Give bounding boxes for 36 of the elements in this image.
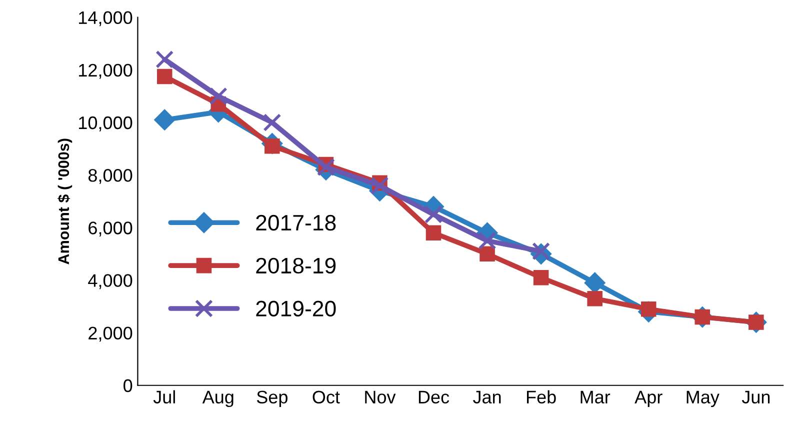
x-tick-label: Sep xyxy=(256,390,288,408)
point xyxy=(263,113,282,132)
x-tick-label: Apr xyxy=(634,390,662,408)
y-tick-label: 6,000 xyxy=(88,222,132,236)
x-tick-label: Jul xyxy=(153,390,175,404)
point xyxy=(154,109,176,130)
legend-label: 2019-20 xyxy=(256,300,336,316)
x-tick-label: Nov xyxy=(365,390,396,404)
point xyxy=(316,158,335,176)
x-tick-label: May xyxy=(686,390,720,408)
point xyxy=(480,246,495,262)
y-tick-label: 2,000 xyxy=(88,326,132,342)
x-tick-label: Dec xyxy=(418,390,450,404)
point xyxy=(156,50,174,68)
x-tick-label: Jan xyxy=(473,390,501,404)
point xyxy=(426,225,442,241)
x-tick-label: Feb xyxy=(526,390,556,404)
point xyxy=(370,176,389,195)
y-tick-label: 14,000 xyxy=(79,11,132,26)
point xyxy=(533,270,549,286)
x-tick-label: Jun xyxy=(742,390,770,404)
legend-label: 2017-18 xyxy=(256,214,336,231)
y-tick-label: 8,000 xyxy=(88,168,132,184)
y-tick-label: 12,000 xyxy=(79,64,132,79)
legend-label: 2018-19 xyxy=(256,258,336,274)
x-tick-label: Oct xyxy=(312,390,340,404)
point xyxy=(209,87,228,106)
point xyxy=(587,290,602,306)
y-tick-label: 10,000 xyxy=(79,116,132,132)
point xyxy=(156,68,172,84)
y-tick-label: 4,000 xyxy=(88,274,132,290)
x-tick-label: Aug xyxy=(202,390,234,408)
x-tick-label: Mar xyxy=(580,390,610,404)
y-axis-title: Amount $ ( '000s) xyxy=(58,138,72,264)
point xyxy=(424,205,443,224)
y-tick-label: 0 xyxy=(124,379,132,392)
